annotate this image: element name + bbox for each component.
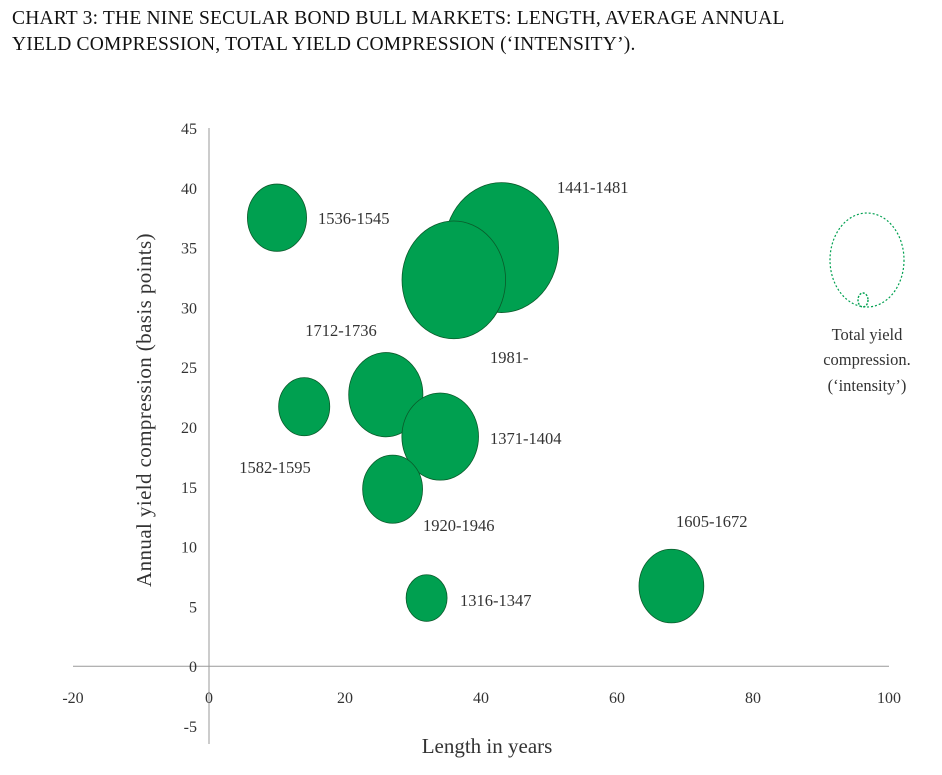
- bubble-1605-1672: [638, 548, 705, 624]
- chart-title-line-2: YIELD COMPRESSION, TOTAL YIELD COMPRESSI…: [12, 34, 636, 55]
- y-tick-label: 5: [189, 599, 197, 616]
- y-tick-label: 45: [181, 121, 197, 138]
- y-tick-label: 40: [181, 181, 197, 198]
- legend-bubble-small: [857, 292, 869, 308]
- y-axis-label: Annual yield compression (basis points): [132, 233, 156, 587]
- x-tick-label: 60: [609, 690, 625, 707]
- data-label-1605-1672: 1605-1672: [676, 512, 748, 531]
- data-label-1441-1481: 1441-1481: [557, 178, 629, 197]
- legend-text-line-2: compression.: [823, 350, 911, 369]
- data-label-1981-: 1981-: [490, 348, 529, 367]
- x-tick-label: 100: [877, 690, 901, 707]
- data-label-1920-1946: 1920-1946: [423, 516, 495, 535]
- legend-text-line-3: (‘intensity’): [828, 376, 907, 395]
- x-tick-label: 0: [205, 690, 213, 707]
- y-tick-label: 15: [181, 480, 197, 497]
- x-tick-label: 80: [745, 690, 761, 707]
- y-tick-label: 25: [181, 360, 197, 377]
- x-tick-label: 40: [473, 690, 489, 707]
- bubble-1536-1545: [247, 183, 307, 252]
- bubble-1920-1946: [362, 454, 423, 524]
- x-tick-label: 20: [337, 690, 353, 707]
- y-tick-label: 30: [181, 300, 197, 317]
- bubble-1582-1595: [278, 377, 331, 437]
- bubble-1712-1736: [348, 352, 424, 438]
- data-label-1371-1404: 1371-1404: [490, 429, 562, 448]
- x-tick-label: -20: [62, 690, 83, 707]
- data-label-1582-1595: 1582-1595: [239, 458, 311, 477]
- y-tick-label: 20: [181, 420, 197, 437]
- y-tick-label: 10: [181, 540, 197, 557]
- bubble-1316-1347: [405, 574, 448, 622]
- legend-text-line-1: Total yield: [832, 325, 904, 344]
- data-label-1316-1347: 1316-1347: [460, 591, 532, 610]
- data-label-1536-1545: 1536-1545: [318, 209, 390, 228]
- y-tick-label: 35: [181, 241, 197, 258]
- legend-bubble-large: [829, 212, 905, 308]
- x-axis-label: Length in years: [422, 734, 553, 758]
- y-tick-label: 0: [189, 659, 197, 676]
- y-tick-label: -5: [184, 719, 197, 736]
- bubble-1371-1404: [401, 392, 479, 481]
- data-label-1712-1736: 1712-1736: [305, 321, 377, 340]
- chart-title-line-1: CHART 3: THE NINE SECULAR BOND BULL MARK…: [12, 8, 785, 29]
- bubble-1981-: [401, 220, 506, 340]
- chart-title: CHART 3: THE NINE SECULAR BOND BULL MARK…: [12, 6, 932, 58]
